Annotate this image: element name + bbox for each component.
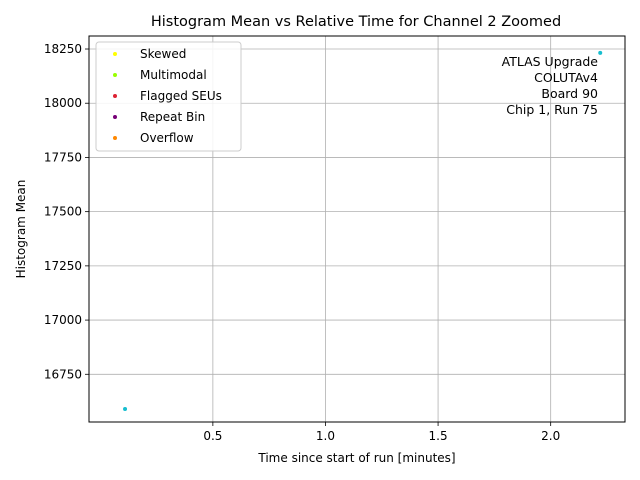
legend-marker [113, 136, 117, 140]
legend-label: Repeat Bin [140, 110, 205, 124]
x-tick-label: 0.5 [203, 429, 222, 443]
annotation-line: COLUTAv4 [534, 70, 598, 85]
y-tick-label: 18250 [44, 42, 82, 56]
y-tick-label: 17250 [44, 259, 82, 273]
legend: Skewed Multimodal Flagged SEUs Repeat Bin Ov… [95, 41, 242, 152]
y-tick-label: 17000 [44, 313, 82, 327]
x-axis: 0.5 1.0 1.5 2.0 [203, 422, 560, 443]
legend-box [95, 41, 242, 152]
data-point [598, 50, 603, 55]
y-axis: 16750 17000 17250 17500 17750 18000 18250 [44, 42, 89, 381]
legend-marker [113, 73, 117, 77]
legend-label: Skewed [140, 47, 186, 61]
y-tick-label: 17500 [44, 205, 82, 219]
data-points [123, 50, 603, 411]
legend-label: Flagged SEUs [140, 89, 222, 103]
y-tick-label: 16750 [44, 367, 82, 381]
y-tick-label: 18000 [44, 96, 82, 110]
x-tick-label: 1.0 [316, 429, 335, 443]
legend-marker [113, 115, 117, 119]
x-tick-label: 2.0 [541, 429, 560, 443]
annotation-line: ATLAS Upgrade [502, 54, 599, 69]
legend-marker [113, 52, 117, 56]
annotation-line: Chip 1, Run 75 [506, 102, 598, 117]
legend-marker [113, 94, 117, 98]
y-tick-label: 17750 [44, 150, 82, 164]
x-axis-label: Time since start of run [minutes] [257, 451, 455, 465]
legend-label: Overflow [140, 131, 194, 145]
plot-area [88, 35, 626, 423]
x-tick-label: 1.5 [429, 429, 448, 443]
legend-label: Multimodal [140, 68, 207, 82]
chart-title: Histogram Mean vs Relative Time for Chan… [151, 14, 561, 30]
y-axis-label: Histogram Mean [14, 180, 28, 279]
annotation-line: Board 90 [541, 86, 598, 101]
data-point [123, 406, 128, 411]
